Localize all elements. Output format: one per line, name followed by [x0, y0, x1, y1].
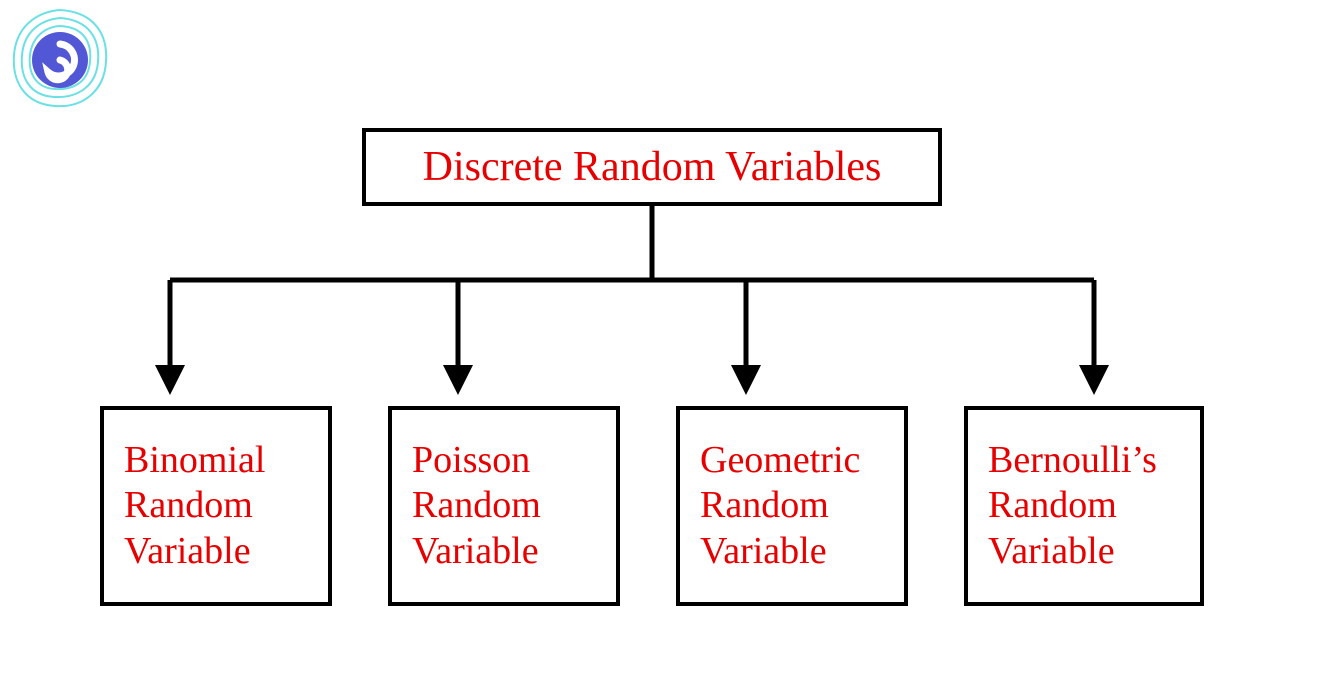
- child-node-poisson: Poisson Random Variable: [388, 406, 620, 606]
- child-label: Geometric Random Variable: [700, 438, 860, 575]
- root-node: Discrete Random Variables: [362, 128, 942, 206]
- logo-icon: [0, 0, 120, 125]
- child-node-geometric: Geometric Random Variable: [676, 406, 908, 606]
- child-label: Binomial Random Variable: [124, 438, 265, 575]
- child-label: Bernoulli’s Random Variable: [988, 438, 1157, 575]
- child-node-binomial: Binomial Random Variable: [100, 406, 332, 606]
- root-label: Discrete Random Variables: [423, 143, 882, 191]
- child-label: Poisson Random Variable: [412, 438, 541, 575]
- child-node-bernoulli: Bernoulli’s Random Variable: [964, 406, 1204, 606]
